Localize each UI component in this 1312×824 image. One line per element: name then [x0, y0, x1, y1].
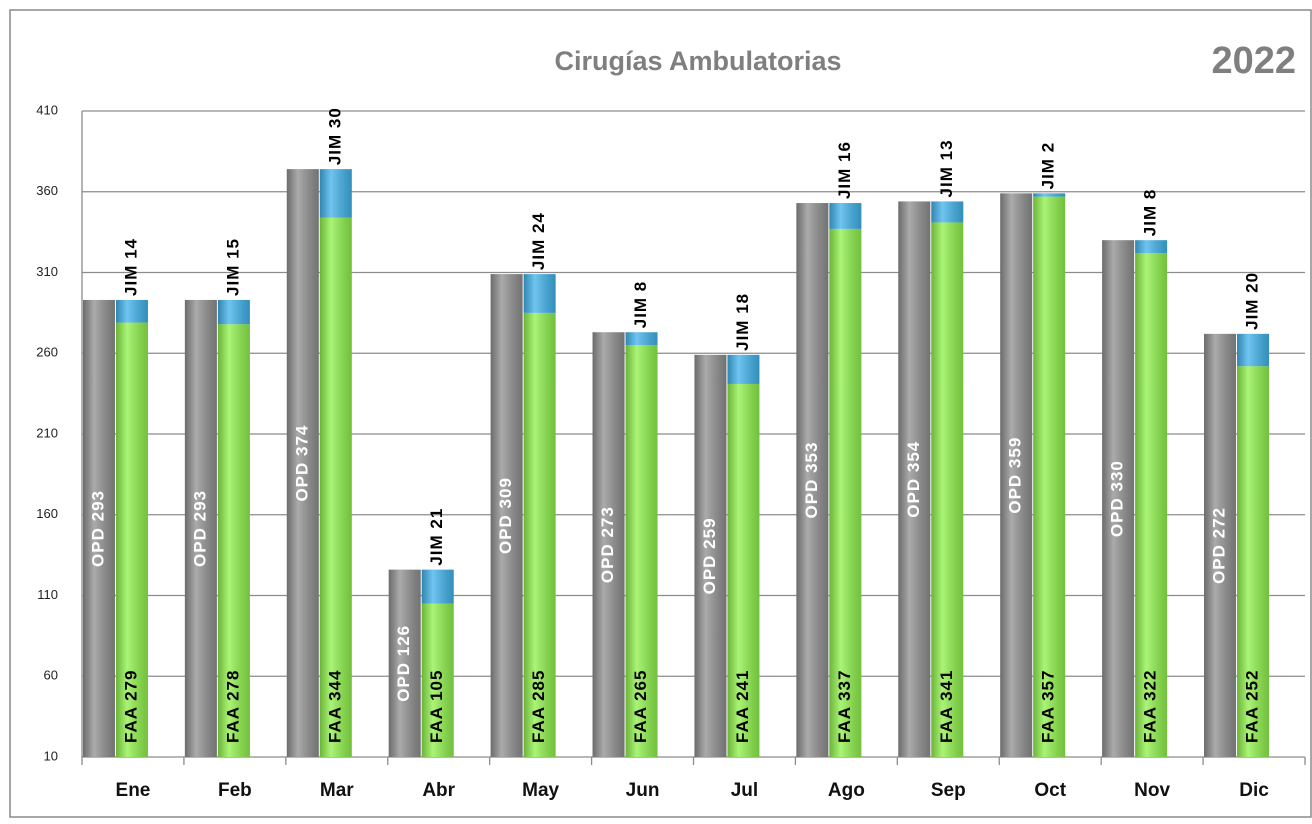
- value-label: OPD 293: [190, 490, 209, 567]
- bar-shade: [1204, 333, 1237, 757]
- value-label: FAA 252: [1243, 670, 1262, 743]
- bar-shade: [1033, 193, 1066, 197]
- value-label: JIM 30: [325, 107, 344, 165]
- bar-shade: [1237, 333, 1270, 367]
- bar-shade: [184, 299, 217, 757]
- value-label: OPD 272: [1210, 507, 1229, 584]
- bar-shade: [931, 222, 964, 757]
- bar-shade: [1135, 240, 1168, 254]
- value-label: OPD 374: [292, 425, 311, 502]
- bar-shade: [1237, 366, 1270, 757]
- value-label: OPD 353: [802, 442, 821, 519]
- bar-shade: [115, 299, 148, 323]
- bar-shade: [727, 354, 760, 384]
- y-tick-label: 310: [36, 264, 58, 279]
- x-tick-label: May: [522, 780, 559, 801]
- bar-shade: [1102, 240, 1135, 757]
- bar-shade: [82, 299, 115, 757]
- value-label: FAA 337: [835, 670, 854, 743]
- bar-shade: [388, 569, 421, 757]
- bar-shade: [829, 203, 862, 229]
- bar-shade: [898, 201, 931, 757]
- bar-shade: [286, 169, 319, 757]
- x-tick-label: Feb: [218, 780, 252, 801]
- value-label: OPD 273: [598, 506, 617, 583]
- bar-shade: [523, 274, 556, 313]
- x-tick-label: Mar: [320, 780, 354, 801]
- y-tick-label: 260: [36, 345, 58, 360]
- value-label: OPD 354: [904, 441, 923, 518]
- chart-title: Cirugías Ambulatorias: [554, 46, 841, 76]
- bar-shade: [217, 324, 250, 757]
- value-label: JIM 8: [631, 281, 650, 329]
- bar-shade: [1000, 193, 1033, 758]
- value-label: OPD 293: [88, 490, 107, 567]
- x-tick-label: Ago: [828, 780, 865, 801]
- bar-shade: [625, 345, 658, 757]
- chart-frame: [9, 9, 1312, 818]
- value-label: JIM 18: [733, 293, 752, 351]
- bar-shade: [829, 228, 862, 757]
- x-tick-label: Dic: [1239, 780, 1269, 801]
- y-tick-label: 410: [36, 102, 58, 117]
- x-tick-label: Oct: [1034, 780, 1066, 801]
- bar-shade: [490, 274, 523, 757]
- bar-shade: [319, 217, 352, 758]
- bar-shade: [217, 299, 250, 325]
- x-tick-label: Sep: [931, 780, 966, 801]
- value-label: JIM 13: [937, 139, 956, 197]
- value-label: FAA 241: [733, 670, 752, 743]
- bar-shade: [1135, 253, 1168, 757]
- value-label: OPD 309: [496, 477, 515, 554]
- x-tick-label: Ene: [116, 780, 151, 801]
- value-label: FAA 344: [325, 670, 344, 743]
- bar-shade: [523, 312, 556, 757]
- bar-shade: [115, 322, 148, 757]
- value-label: FAA 357: [1039, 670, 1058, 743]
- value-label: JIM 14: [121, 238, 140, 296]
- bar-shade: [592, 332, 625, 757]
- y-tick-label: 110: [37, 587, 58, 602]
- y-tick-label: 60: [44, 668, 58, 683]
- value-label: JIM 16: [835, 141, 854, 199]
- value-label: FAA 265: [631, 670, 650, 743]
- bar-shade: [931, 201, 964, 223]
- value-label: JIM 20: [1243, 272, 1262, 330]
- bar-shade: [1033, 196, 1066, 758]
- x-tick-label: Abr: [422, 780, 455, 801]
- bar-shade: [421, 569, 454, 604]
- bar-shade: [421, 603, 454, 757]
- value-label: OPD 126: [394, 625, 413, 702]
- x-tick-label: Jul: [731, 780, 758, 801]
- value-label: FAA 279: [121, 670, 140, 743]
- value-label: OPD 359: [1006, 437, 1025, 514]
- bar-shade: [694, 354, 727, 757]
- value-label: JIM 2: [1039, 142, 1058, 190]
- value-label: JIM 8: [1141, 189, 1160, 237]
- y-tick-label: 10: [44, 748, 58, 763]
- value-label: FAA 105: [427, 670, 446, 743]
- y-tick-label: 160: [36, 506, 58, 521]
- bar-shade: [796, 203, 829, 757]
- year-annotation: 2022: [1211, 40, 1296, 82]
- value-label: OPD 330: [1108, 460, 1127, 537]
- value-label: FAA 322: [1141, 670, 1160, 743]
- bar-shade: [727, 383, 760, 757]
- value-label: JIM 24: [529, 212, 548, 270]
- value-label: FAA 341: [937, 670, 956, 743]
- y-tick-label: 360: [36, 183, 58, 198]
- value-label: FAA 285: [529, 670, 548, 743]
- bar-shade: [319, 169, 352, 218]
- x-tick-label: Jun: [626, 780, 660, 801]
- value-label: OPD 259: [700, 517, 719, 594]
- value-label: JIM 21: [427, 508, 446, 566]
- bar-shade: [625, 332, 658, 346]
- y-tick-label: 210: [36, 425, 58, 440]
- value-label: JIM 15: [223, 238, 242, 296]
- value-label: FAA 278: [223, 670, 242, 743]
- x-tick-label: Nov: [1134, 780, 1170, 801]
